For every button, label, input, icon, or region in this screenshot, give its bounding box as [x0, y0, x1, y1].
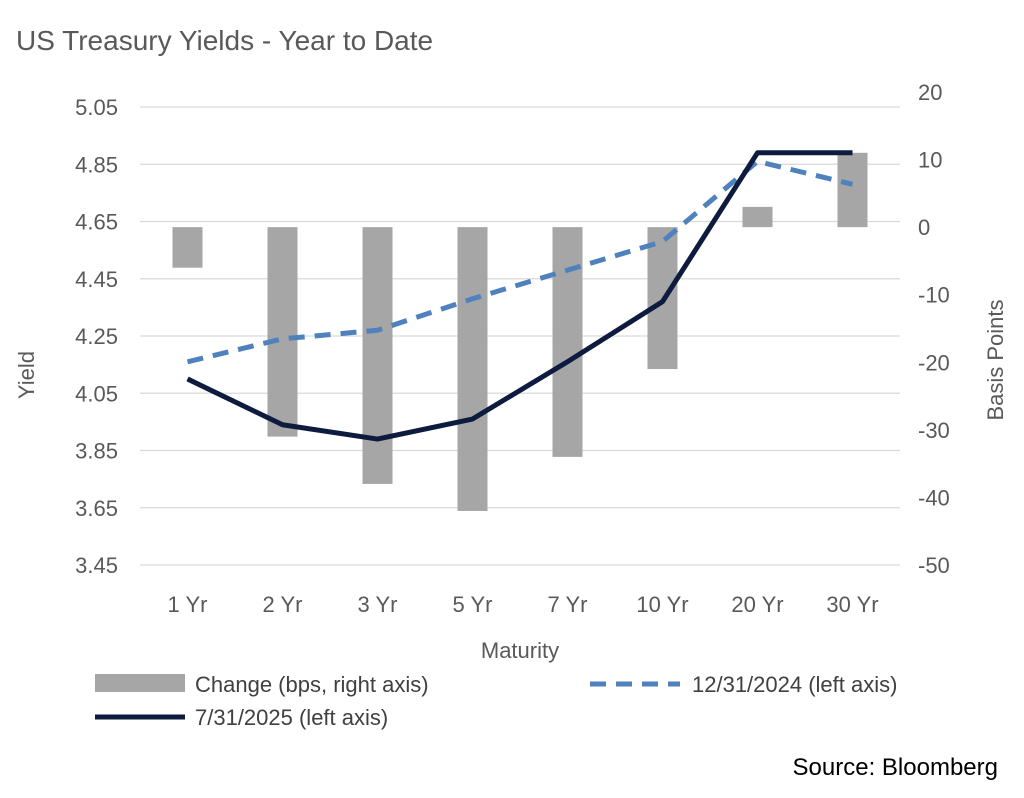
- line-12-31-2024: [186, 158, 854, 365]
- bar-change: [172, 227, 203, 268]
- bar-change: [267, 227, 298, 437]
- bar-series: [172, 152, 868, 511]
- y-tick-label: 4.05: [75, 381, 118, 406]
- y2-tick-label: 0: [918, 215, 930, 240]
- y-tick-label: 4.25: [75, 324, 118, 349]
- line-7-31-2025: [186, 150, 853, 442]
- y2-tick-label: -30: [918, 418, 950, 443]
- legend-label-2025: 7/31/2025 (left axis): [195, 705, 388, 730]
- right-axis-ticks: 20 10 0 -10 -20 -30 -40 -50: [918, 80, 950, 578]
- x-axis-label: Maturity: [481, 638, 559, 663]
- y2-tick-label: -40: [918, 485, 950, 510]
- bar-change: [457, 227, 488, 511]
- y2-axis-label: Basis Points: [983, 299, 1008, 420]
- y2-tick-label: -20: [918, 350, 950, 375]
- y-tick-label: 4.85: [75, 152, 118, 177]
- legend-swatch-change: [95, 674, 185, 692]
- y-tick-label: 4.45: [75, 267, 118, 292]
- left-axis-ticks: 5.05 4.85 4.65 4.45 4.25 4.05 3.85 3.65 3.45: [75, 95, 118, 578]
- bar-change: [742, 206, 773, 228]
- y-tick-label: 3.65: [75, 496, 118, 521]
- legend-label-change: Change (bps, right axis): [195, 672, 429, 697]
- x-tick-label: 3 Yr: [358, 592, 398, 617]
- y2-tick-label: 10: [918, 148, 942, 173]
- y-tick-label: 5.05: [75, 95, 118, 120]
- y-tick-label: 3.45: [75, 553, 118, 578]
- bar-change: [362, 227, 393, 484]
- source-note: Source: Bloomberg: [793, 754, 998, 781]
- x-tick-label: 10 Yr: [636, 592, 688, 617]
- y-axis-label: Yield: [14, 351, 39, 399]
- y-tick-label: 3.85: [75, 439, 118, 464]
- y2-tick-label: -50: [918, 553, 950, 578]
- x-tick-label: 2 Yr: [263, 592, 303, 617]
- y2-tick-label: 20: [918, 80, 942, 105]
- gridlines: [140, 106, 900, 566]
- x-tick-label: 1 Yr: [168, 592, 208, 617]
- x-axis-ticks: 1 Yr 2 Yr 3 Yr 5 Yr 7 Yr 10 Yr 20 Yr 30 Yr: [168, 592, 879, 617]
- line-series: [186, 150, 854, 442]
- bar-change: [837, 152, 868, 228]
- legend: Change (bps, right axis) 12/31/2024 (lef…: [95, 672, 897, 730]
- x-tick-label: 20 Yr: [731, 592, 783, 617]
- legend-label-2024: 12/31/2024 (left axis): [692, 672, 897, 697]
- x-tick-label: 5 Yr: [453, 592, 493, 617]
- y2-tick-label: -10: [918, 283, 950, 308]
- bar-change: [552, 227, 583, 457]
- x-tick-label: 30 Yr: [826, 592, 878, 617]
- y-tick-label: 4.65: [75, 210, 118, 235]
- chart-title: US Treasury Yields - Year to Date: [16, 25, 433, 56]
- x-tick-label: 7 Yr: [548, 592, 588, 617]
